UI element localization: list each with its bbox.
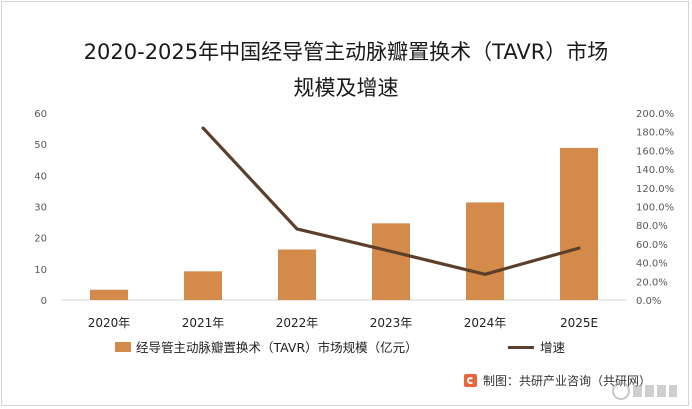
right-axis: 0.0% 20.0% 40.0% 60.0% 80.0% 100.0% 120.0% 140.… bbox=[636, 109, 674, 307]
gonyn-logo-icon bbox=[464, 374, 477, 387]
right-tick-label: 120.0% bbox=[636, 184, 674, 195]
right-tick-label: 60.0% bbox=[636, 240, 668, 251]
right-tick-label: 20.0% bbox=[636, 277, 668, 288]
category-axis: 2020年 2021年 2022年 2023年 2024年 2025E bbox=[88, 316, 598, 330]
legend-bar-swatch bbox=[115, 342, 131, 352]
bar bbox=[372, 223, 410, 300]
watermark-ring-icon bbox=[612, 382, 630, 400]
bar bbox=[90, 289, 128, 300]
chart-title-line-2: 规模及增速 bbox=[293, 76, 399, 100]
bar bbox=[278, 249, 316, 300]
left-tick-label: 40 bbox=[34, 171, 47, 182]
bar bbox=[184, 271, 222, 300]
source-note: 制图：共研产业咨询（共研网） bbox=[464, 372, 651, 389]
bar bbox=[560, 147, 598, 300]
category-label: 2025E bbox=[560, 316, 598, 330]
category-label: 2022年 bbox=[276, 316, 319, 330]
growth-point bbox=[201, 126, 205, 130]
legend-line-swatch bbox=[508, 346, 534, 349]
watermark-text-mark bbox=[633, 385, 677, 397]
growth-point bbox=[295, 227, 299, 231]
category-label: 2020年 bbox=[88, 316, 131, 330]
bar-series bbox=[90, 147, 598, 300]
right-tick-label: 180.0% bbox=[636, 128, 674, 139]
growth-point bbox=[483, 272, 487, 276]
chart-title: 2020-2025年中国经导管主动脉瓣置换术（TAVR）市场 规模及增速 bbox=[0, 34, 692, 106]
right-tick-label: 140.0% bbox=[636, 165, 674, 176]
growth-point bbox=[577, 246, 581, 250]
right-tick-label: 100.0% bbox=[636, 203, 674, 214]
left-tick-label: 50 bbox=[34, 140, 47, 151]
right-tick-label: 0.0% bbox=[636, 296, 661, 307]
right-tick-label: 160.0% bbox=[636, 146, 674, 157]
bar bbox=[466, 202, 504, 300]
chart-title-line-1: 2020-2025年中国经导管主动脉瓣置换术（TAVR）市场 bbox=[83, 40, 609, 64]
category-label: 2024年 bbox=[464, 316, 507, 330]
right-tick-label: 80.0% bbox=[636, 221, 668, 232]
left-tick-label: 0 bbox=[41, 296, 47, 307]
left-tick-label: 30 bbox=[34, 203, 47, 214]
left-tick-label: 10 bbox=[34, 265, 47, 276]
right-tick-label: 40.0% bbox=[636, 259, 668, 270]
right-tick-label: 200.0% bbox=[636, 109, 674, 120]
line-series bbox=[201, 126, 581, 276]
left-tick-label: 20 bbox=[34, 234, 47, 245]
legend-line-label: 增速 bbox=[540, 340, 566, 355]
category-label: 2021年 bbox=[182, 316, 225, 330]
category-label: 2023年 bbox=[370, 316, 413, 330]
left-tick-label: 60 bbox=[34, 109, 47, 120]
growth-point bbox=[389, 249, 393, 253]
legend-bar-label: 经导管主动脉瓣置换术（TAVR）市场规模（亿元） bbox=[136, 340, 418, 355]
source-text: 制图：共研产业咨询（共研网） bbox=[483, 374, 652, 388]
left-axis: 0 10 20 30 40 50 60 bbox=[34, 109, 47, 307]
corner-watermark-logo bbox=[612, 382, 677, 400]
